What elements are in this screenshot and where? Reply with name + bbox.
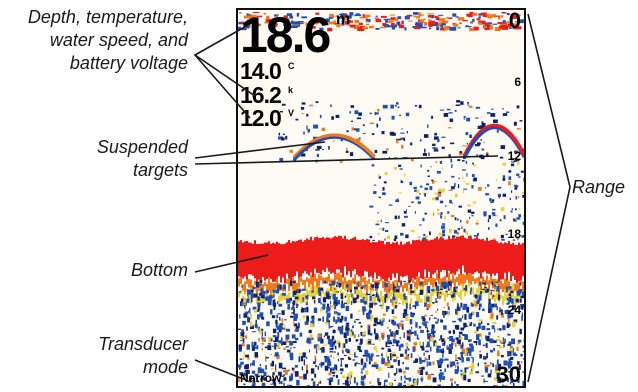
caption-line: Transducer bbox=[98, 334, 188, 354]
caption-line: Suspended bbox=[96, 137, 188, 157]
leader-range bbox=[527, 13, 571, 383]
depth-reading: 18.6 bbox=[240, 8, 331, 63]
range-tick-6: 6 bbox=[514, 75, 521, 89]
temperature-reading: 14.0 bbox=[240, 58, 282, 84]
water-speed-unit: k bbox=[288, 85, 294, 95]
caption-transducer-mode: Transducer mode bbox=[98, 333, 188, 379]
caption-line: targets bbox=[132, 160, 188, 180]
caption-range: Range bbox=[572, 176, 625, 199]
sonar-screen: 18.6 m 14.0 C 16.2 k 12.0 V 0 6 12 18 24… bbox=[236, 8, 526, 388]
range-tick-0: 0 bbox=[508, 8, 521, 33]
caption-line: battery voltage bbox=[69, 53, 188, 73]
caption-line: Bottom bbox=[130, 260, 188, 280]
caption-suspended-targets: Suspended targets bbox=[97, 136, 188, 182]
water-speed-reading: 16.2 bbox=[240, 82, 282, 108]
caption-bottom: Bottom bbox=[131, 259, 188, 282]
range-tick-18: 18 bbox=[507, 227, 521, 241]
range-tick-30: 30 bbox=[496, 362, 521, 387]
temperature-unit: C bbox=[288, 61, 295, 71]
caption-line: Range bbox=[572, 177, 626, 197]
caption-line: Depth, temperature, bbox=[27, 7, 188, 27]
caption-line: mode bbox=[142, 357, 188, 377]
depth-unit: m bbox=[336, 11, 351, 28]
range-tick-24: 24 bbox=[507, 303, 521, 317]
caption-line: water speed, and bbox=[49, 30, 188, 50]
transducer-mode-label: Narrow bbox=[240, 371, 282, 385]
battery-voltage-reading: 12.0 bbox=[240, 105, 282, 131]
caption-depth-readings: Depth, temperature, water speed, and bat… bbox=[28, 6, 188, 75]
range-tick-12: 12 bbox=[507, 149, 521, 163]
battery-voltage-unit: V bbox=[288, 108, 295, 118]
